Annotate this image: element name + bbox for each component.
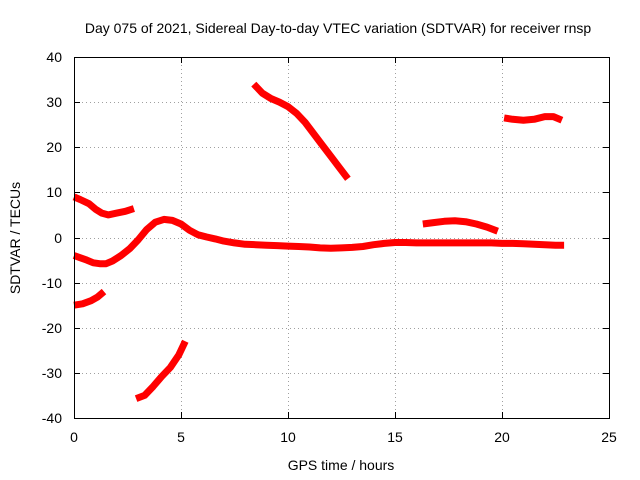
tick-labels: 0 5 10 15 20 25 -40 -30 -20 -10 0 10 20 30 40 — [42, 49, 617, 445]
y-tick-label: 10 — [46, 184, 62, 200]
series-arc-5 — [251, 81, 351, 181]
series-arc-2 — [72, 215, 565, 268]
x-tick-label: 5 — [177, 429, 185, 445]
x-axis-label: GPS time / hours — [288, 457, 395, 473]
series-layer — [72, 81, 565, 402]
axis-ticks — [74, 57, 610, 419]
series-arc-6 — [422, 217, 499, 235]
x-tick-label: 20 — [494, 429, 510, 445]
series-arc-4 — [134, 339, 189, 402]
y-tick-label: 0 — [54, 230, 62, 246]
y-tick-label: -40 — [42, 410, 62, 426]
y-tick-label: 40 — [46, 49, 62, 65]
y-tick-label: -30 — [42, 365, 62, 381]
x-tick-label: 15 — [387, 429, 403, 445]
y-axis-label: SDTVAR / TECUs — [7, 182, 23, 294]
x-tick-label: 25 — [601, 429, 617, 445]
y-tick-label: 30 — [46, 94, 62, 110]
y-tick-label: -10 — [42, 275, 62, 291]
grid — [74, 57, 609, 418]
y-tick-label: 20 — [46, 139, 62, 155]
series-arc-7 — [503, 113, 564, 124]
y-tick-label: -20 — [42, 320, 62, 336]
x-tick-label: 0 — [70, 429, 78, 445]
series-arc-3 — [73, 288, 107, 309]
x-tick-label: 10 — [280, 429, 296, 445]
chart-title: Day 075 of 2021, Sidereal Day-to-day VTE… — [85, 20, 591, 36]
series-arc-1 — [72, 193, 135, 219]
